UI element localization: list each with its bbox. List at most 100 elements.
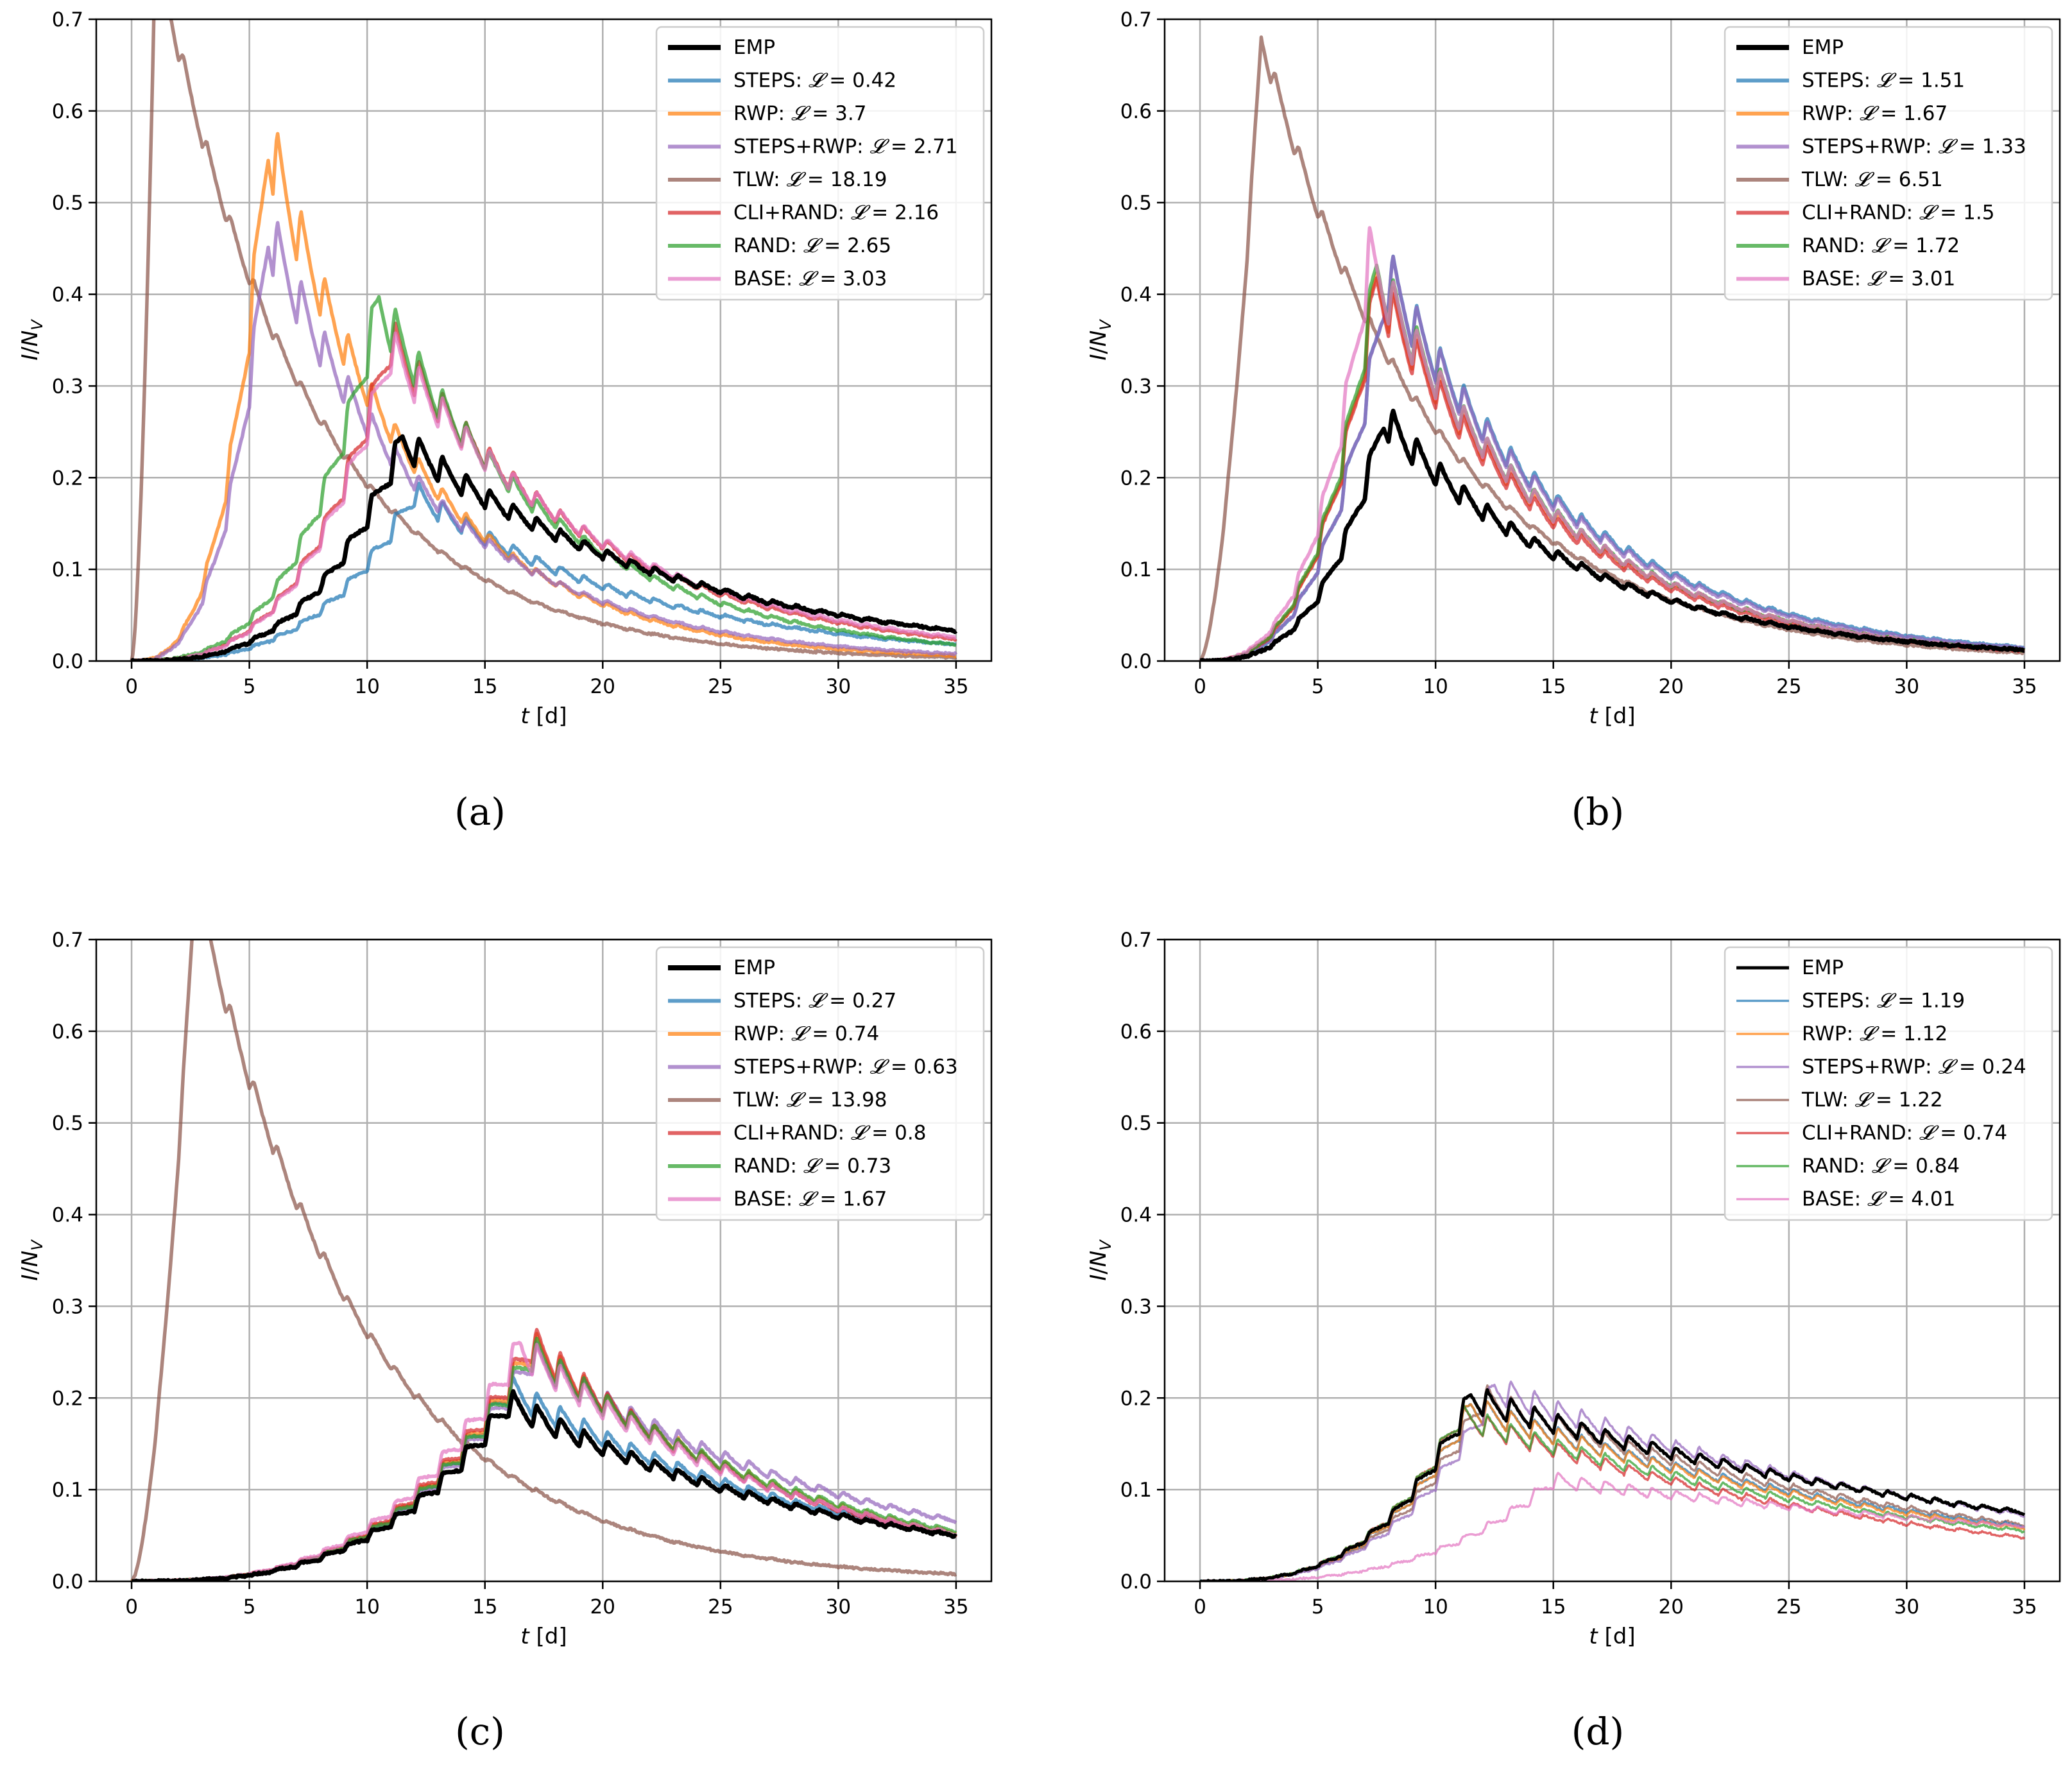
legend-entry-label: RWP: <box>733 102 791 125</box>
legend-entry: CLI+RAND: 𝓛 = 2.16 <box>733 202 939 225</box>
y-tick-label: 0.1 <box>1120 1479 1152 1502</box>
x-tick-label: 15 <box>1541 675 1566 698</box>
series-line-emp <box>130 1389 957 1581</box>
x-tick-label: 5 <box>243 675 256 698</box>
legend-entry: TLW: 𝓛 = 18.19 <box>733 168 887 191</box>
y-tick-label: 0.3 <box>1120 375 1152 398</box>
y-tick-label: 0.0 <box>1120 1570 1152 1594</box>
chart-panel-c: 0 5 10 15 20 25 30 35 0.0 0.1 0.2 0.3 0.4 0.5 0.6 0.7 t … <box>17 929 993 1753</box>
legend-entry-label: TLW: <box>1801 1088 1855 1112</box>
legend-entry: STEPS: 𝓛 = 1.51 <box>1802 69 1965 92</box>
legend-entry: EMP <box>733 956 775 979</box>
legend-loss-value: 0.84 <box>1915 1155 1960 1178</box>
y-tick-label: 0.2 <box>52 1387 83 1410</box>
legend-entry-label: STEPS+RWP: <box>733 135 869 159</box>
legend-entry-label: CLI+RAND: <box>1802 202 1919 225</box>
y-tick-label: 0.4 <box>1120 284 1152 307</box>
x-tick-label: 30 <box>1894 675 1919 698</box>
legend-entry: RAND: 𝓛 = 0.84 <box>1802 1155 1960 1178</box>
y-axis-label-num: I <box>17 1275 43 1281</box>
y-tick-label: 0.6 <box>52 100 83 123</box>
legend-loss-value: 0.8 <box>895 1122 926 1145</box>
legend-loss-value: 13.98 <box>830 1088 887 1112</box>
y-tick-label: 0.2 <box>52 467 83 490</box>
legend-loss-value: 1.22 <box>1899 1088 1943 1112</box>
y-tick-label: 0.5 <box>52 192 83 215</box>
x-tick-label: 20 <box>1659 675 1684 698</box>
x-axis-label: t [d] <box>1589 703 1635 729</box>
legend-entry-label: TLW: <box>733 1088 787 1112</box>
x-axis-label: t [d] <box>1589 1624 1635 1649</box>
series-line-steps <box>131 1375 957 1581</box>
legend-box <box>655 946 985 1221</box>
legend-entry-label: STEPS+RWP: <box>1802 1056 1938 1079</box>
legend-entry: EMP <box>733 36 775 59</box>
legend-entry-label: BASE: <box>1802 1188 1867 1211</box>
legend-loss-value: 18.19 <box>830 168 887 191</box>
plot-frame <box>95 938 993 1583</box>
x-tick-label: 0 <box>1194 675 1206 698</box>
legend-entry: BASE: 𝓛 = 1.67 <box>733 1188 887 1211</box>
y-axis-label-den: N <box>17 331 43 347</box>
series-line-rand <box>1199 263 2025 661</box>
legend-loss-value: 0.24 <box>1982 1056 2026 1079</box>
legend-entry-label: EMP <box>733 36 775 59</box>
legend-entry: EMP <box>1802 36 1844 59</box>
y-axis-label-sub: V <box>28 1239 46 1251</box>
legend: EMP STEPS: 𝓛 = 1.19 RWP: 𝓛 = 1.12 STEPS+RWP… <box>1724 946 2053 1221</box>
y-tick-label: 0.5 <box>1120 192 1152 215</box>
legend-entry: RWP: 𝓛 = 1.12 <box>1802 1022 1948 1045</box>
y-tick-label: 0.5 <box>52 1112 83 1135</box>
x-tick-label: 0 <box>125 675 138 698</box>
y-tick-label: 0.1 <box>1120 558 1152 581</box>
plot-frame <box>1163 938 2061 1583</box>
y-tick-label: 0.2 <box>1120 1387 1152 1410</box>
y-tick-label: 0.0 <box>52 1570 83 1594</box>
legend-entry-label: RAND: <box>733 234 803 257</box>
y-tick-label: 0.5 <box>1120 1112 1152 1135</box>
legend-loss-value: 1.5 <box>1963 202 1994 225</box>
legend-entry: RWP: 𝓛 = 1.67 <box>1802 102 1948 125</box>
legend-entry-label: RAND: <box>1802 1155 1872 1178</box>
series-line-steps-plus-rwp <box>1200 1380 2026 1581</box>
y-tick-label: 0.3 <box>52 1295 83 1318</box>
chart-panel-b: 0 5 10 15 20 25 30 35 0.0 0.1 0.2 0.3 0.4 0.5 0.6 0.7 t … <box>1086 8 2061 834</box>
panel-caption: (d) <box>1571 1710 1624 1753</box>
y-tick-label: 0.7 <box>52 8 83 31</box>
legend-entry-label: STEPS: <box>1802 69 1877 92</box>
legend-entry: STEPS+RWP: 𝓛 = 2.71 <box>733 135 958 159</box>
x-tick-label: 25 <box>708 1595 733 1619</box>
legend-entry-label: STEPS+RWP: <box>733 1056 869 1079</box>
legend-entry: BASE: 𝓛 = 4.01 <box>1802 1188 1955 1211</box>
legend-entry-label: RAND: <box>733 1155 803 1178</box>
legend-entry: CLI+RAND: 𝓛 = 1.5 <box>1802 202 1994 225</box>
legend: EMP STEPS: 𝓛 = 0.42 RWP: 𝓛 = 3.7 STEPS+RWP:… <box>655 26 985 301</box>
y-tick-label: 0.4 <box>52 1204 83 1227</box>
y-tick-label: 0.1 <box>52 1479 83 1502</box>
legend-loss-value: 4.01 <box>1911 1188 1955 1211</box>
legend-loss-value: 1.67 <box>843 1188 887 1211</box>
legend-entry-label: STEPS: <box>733 990 809 1013</box>
y-tick-label: 0.0 <box>1120 650 1152 673</box>
panel-caption: (a) <box>454 790 506 834</box>
legend: EMP STEPS: 𝓛 = 1.51 RWP: 𝓛 = 1.67 STEPS+RWP… <box>1724 26 2053 301</box>
legend-loss-value: 0.74 <box>1963 1122 2007 1145</box>
legend-loss-value: 2.65 <box>847 234 891 257</box>
series-line-steps-plus-rwp <box>131 221 958 661</box>
y-tick-label: 0.3 <box>1120 1295 1152 1318</box>
x-axis-label-var: t <box>1589 1624 1598 1649</box>
series-line-steps-plus-rwp <box>131 1341 957 1581</box>
legend-loss-value: 3.7 <box>835 102 866 125</box>
series-line-cli-plus-rand <box>1199 276 2025 661</box>
legend-entry: CLI+RAND: 𝓛 = 0.74 <box>1802 1122 2007 1145</box>
x-tick-label: 5 <box>243 1595 256 1619</box>
y-axis-label-sub: V <box>1097 1239 1115 1251</box>
series-line-steps <box>131 481 957 661</box>
y-axis-label-num: I <box>1086 1275 1111 1281</box>
legend-entry: BASE: 𝓛 = 3.01 <box>1802 268 1955 291</box>
y-axis-label-den: N <box>17 1251 43 1267</box>
x-tick-label: 0 <box>125 1595 138 1619</box>
legend-entry-label: STEPS: <box>1802 990 1877 1013</box>
series-line-rand <box>131 1336 957 1581</box>
y-axis-label-sub: V <box>1097 319 1115 331</box>
